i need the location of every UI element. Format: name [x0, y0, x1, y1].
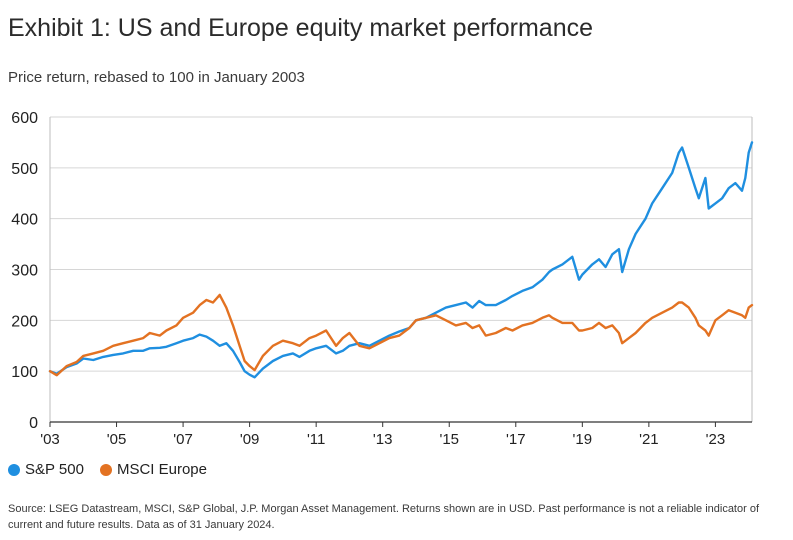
line-chart: 0 100 200 300 400 500 600 '03 '05 '07 '09 '11 '13 '15… [11, 110, 754, 448]
legend: S&P 500 MSCI Europe [8, 461, 207, 478]
legend-swatch-sp500 [8, 463, 20, 476]
legend-item-msci-europe: MSCI Europe [99, 461, 207, 478]
y-tick-label-600: 600 [11, 110, 38, 127]
x-tick-label-2023: '23 [706, 431, 726, 448]
legend-label-msci-europe: MSCI Europe [116, 461, 207, 478]
y-tick-label-0: 0 [29, 415, 38, 432]
legend-item-sp500: S&P 500 [8, 461, 84, 478]
x-tick-label-2017: '17 [506, 431, 526, 448]
x-tick-label-2013: '13 [373, 431, 393, 448]
chart-title: Exhibit 1: US and Europe equity market p… [8, 14, 594, 42]
series-line-msci-europe [48, 293, 754, 377]
chart-subtitle: Price return, rebased to 100 in January … [8, 69, 305, 86]
x-tick-label-2015: '15 [439, 431, 459, 448]
x-tick-label-2009: '09 [240, 431, 260, 448]
y-tick-label-200: 200 [11, 313, 38, 330]
x-tick-label-2005: '05 [107, 431, 127, 448]
y-tick-label-500: 500 [11, 161, 38, 178]
y-tick-label-400: 400 [11, 212, 38, 229]
x-tick-label-2003: '03 [40, 431, 60, 448]
y-tick-label-100: 100 [11, 364, 38, 381]
series-line-s-p-500 [48, 141, 754, 379]
x-tick-label-2021: '21 [639, 431, 659, 448]
x-tick-label-2011: '11 [307, 431, 325, 448]
legend-label-sp500: S&P 500 [25, 461, 84, 478]
source-note: Source: LSEG Datastream, MSCI, S&P Globa… [8, 503, 760, 531]
x-tick-label-2007: '07 [173, 431, 193, 448]
y-tick-label-300: 300 [11, 263, 38, 280]
legend-swatch-msci-europe [99, 463, 112, 476]
x-tick-label-2019: '19 [573, 431, 593, 448]
